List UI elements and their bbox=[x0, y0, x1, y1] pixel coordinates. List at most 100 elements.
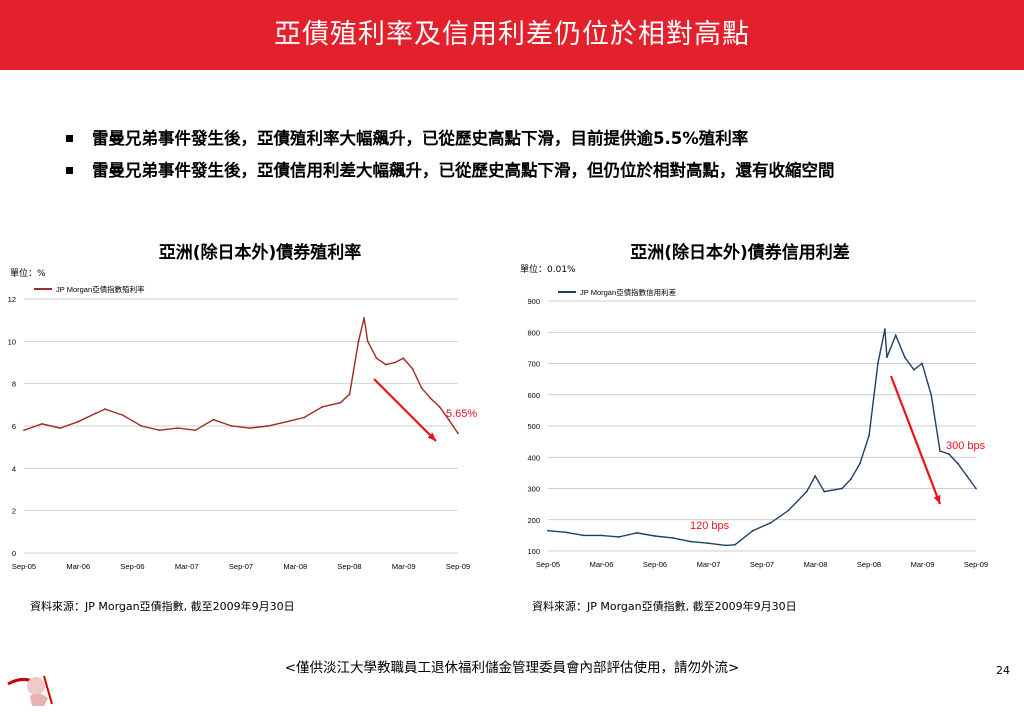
title-banner bbox=[0, 0, 1024, 70]
spread-chart: 100 200 300 400 500 600 700 800 900 Sep-05 Mar-06 S… bbox=[527, 287, 988, 569]
legend-label: JP Morgan亞債指數殖利率 bbox=[56, 284, 145, 294]
annotation-label: 120 bps bbox=[690, 520, 730, 532]
y-tick-label: 900 bbox=[527, 297, 540, 306]
data-point bbox=[248, 427, 251, 430]
data-point bbox=[59, 427, 62, 430]
data-point bbox=[689, 540, 692, 543]
bullet-text: 雷曼兄弟事件發生後，亞債殖利率大幅飆升，已從歷史高點下滑，目前提供逾5.5%殖利… bbox=[92, 129, 749, 148]
data-point bbox=[363, 317, 366, 319]
data-point bbox=[285, 420, 288, 423]
spread-unit-label: 單位：0.01% bbox=[520, 265, 576, 275]
x-tick-label: Sep-08 bbox=[337, 562, 361, 571]
data-point bbox=[411, 367, 414, 370]
data-point bbox=[912, 368, 915, 371]
x-tick-label: Sep-07 bbox=[750, 560, 774, 569]
y-tick-label: 600 bbox=[527, 391, 540, 400]
data-point bbox=[734, 543, 736, 546]
data-point bbox=[823, 490, 826, 493]
x-tick-label: Sep-08 bbox=[857, 560, 881, 569]
data-point bbox=[671, 536, 674, 539]
confidential-footer: <僅供淡江大學教職員工退休福利儲金管理委員會內部評估使用，請勿外流> bbox=[284, 660, 740, 676]
data-point bbox=[939, 450, 941, 452]
x-tick-label: Sep-09 bbox=[446, 562, 470, 571]
data-point bbox=[886, 356, 888, 359]
data-point bbox=[787, 509, 790, 512]
data-point bbox=[966, 475, 968, 477]
x-tick-label: Mar-09 bbox=[911, 560, 935, 569]
x-tick-label: Mar-08 bbox=[804, 560, 828, 569]
data-point bbox=[23, 429, 25, 432]
bullet-square-icon bbox=[66, 135, 73, 142]
data-point bbox=[805, 490, 808, 493]
bullet-item: 雷曼兄弟事件發生後，亞債殖利率大幅飆升，已從歷史高點下滑，目前提供逾5.5%殖利… bbox=[64, 126, 964, 151]
data-point bbox=[194, 429, 197, 432]
data-point bbox=[600, 534, 602, 537]
yield-chart: 0 2 4 6 8 10 12 Sep-05 Mar-06 Sep-06 Mar-07 Sep-07 M… bbox=[8, 284, 478, 571]
bullet-text: 雷曼兄弟事件發生後，亞債信用利差大幅飆升，已從歷史高點下滑，但仍位於相對高點，還… bbox=[92, 161, 835, 180]
data-point bbox=[266, 425, 269, 427]
y-tick-label: 10 bbox=[8, 337, 16, 346]
x-tick-label: Sep-05 bbox=[12, 562, 36, 571]
arrow-head-icon bbox=[933, 495, 941, 504]
data-point bbox=[903, 356, 906, 359]
data-point bbox=[769, 521, 772, 524]
data-point bbox=[883, 328, 886, 331]
y-tick-label: 0 bbox=[12, 549, 16, 558]
x-tick-label: Sep-07 bbox=[229, 562, 253, 571]
slide-title: 亞債殖利率及信用利差仍位於相對高點 bbox=[274, 19, 750, 50]
bullet-item: 雷曼兄弟事件發生後，亞債信用利差大幅飆升，已從歷史高點下滑，但仍位於相對高點，還… bbox=[64, 158, 964, 183]
data-point bbox=[975, 487, 977, 490]
x-tick-label: Sep-05 bbox=[536, 560, 560, 569]
data-point bbox=[707, 542, 709, 545]
y-tick-label: 400 bbox=[527, 453, 540, 462]
data-point bbox=[366, 340, 369, 343]
page-number: 24 bbox=[996, 664, 1010, 677]
x-tick-label: Mar-07 bbox=[175, 562, 199, 571]
x-tick-label: Sep-06 bbox=[120, 562, 144, 571]
data-point bbox=[429, 397, 432, 400]
data-point bbox=[357, 340, 360, 343]
company-logo bbox=[4, 668, 60, 708]
data-point bbox=[41, 422, 44, 425]
x-tick-label: Mar-08 bbox=[283, 562, 307, 571]
y-tick-label: 800 bbox=[527, 328, 540, 337]
x-tick-label: Mar-09 bbox=[392, 562, 416, 571]
data-point bbox=[921, 362, 923, 365]
data-point bbox=[438, 406, 441, 408]
data-point bbox=[876, 362, 879, 365]
spread-chart-title: 亞洲(除日本外)債券信用利差 bbox=[630, 243, 850, 263]
x-tick-label: Sep-06 bbox=[643, 560, 667, 569]
data-point bbox=[457, 432, 459, 435]
y-tick-label: 300 bbox=[527, 485, 540, 494]
x-tick-label: Mar-06 bbox=[66, 562, 90, 571]
data-point bbox=[122, 414, 125, 417]
y-tick-label: 6 bbox=[12, 422, 16, 431]
data-point bbox=[348, 393, 351, 396]
data-point bbox=[176, 427, 179, 430]
data-point bbox=[384, 363, 387, 366]
data-point bbox=[724, 544, 727, 547]
data-point bbox=[850, 478, 852, 481]
spread-source-note: 資料來源：JP Morgan亞債指數, 截至2009年9月30日 bbox=[532, 600, 797, 613]
data-point bbox=[635, 531, 638, 534]
data-point bbox=[617, 536, 620, 538]
data-point bbox=[303, 416, 306, 419]
data-point bbox=[956, 462, 959, 465]
yield-source-note: 資料來源：JP Morgan亞債指數, 截至2009年9月30日 bbox=[30, 600, 295, 613]
data-point bbox=[104, 408, 106, 410]
trend-arrow bbox=[373, 378, 437, 442]
arrow-head-icon bbox=[427, 432, 436, 441]
series-line bbox=[547, 328, 977, 547]
data-point bbox=[394, 361, 396, 364]
data-point bbox=[894, 334, 897, 337]
data-point bbox=[814, 475, 817, 477]
data-point bbox=[447, 418, 450, 421]
data-point bbox=[140, 425, 143, 427]
data-point bbox=[212, 418, 215, 421]
x-tick-label: Mar-07 bbox=[697, 560, 721, 569]
data-point bbox=[868, 434, 870, 437]
data-point bbox=[930, 393, 933, 396]
yield-chart-title: 亞洲(除日本外)債券殖利率 bbox=[158, 243, 362, 263]
data-point bbox=[339, 401, 342, 404]
data-point bbox=[564, 531, 567, 534]
